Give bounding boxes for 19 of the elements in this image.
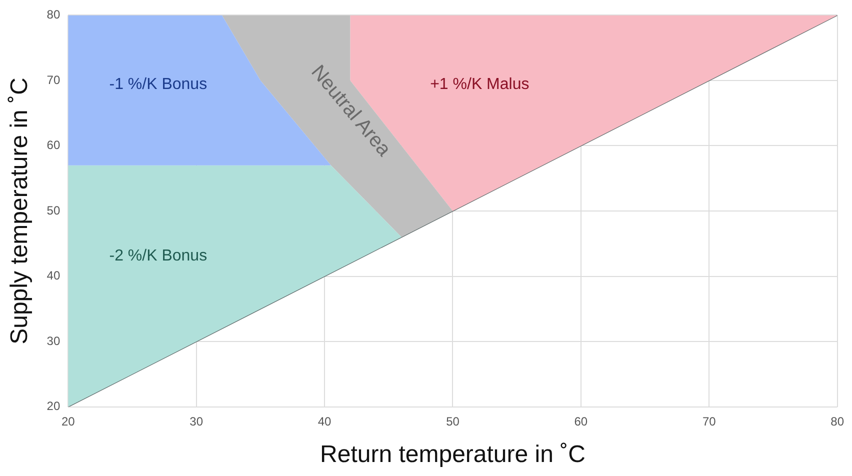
y-tick-label: 70 [46,72,60,87]
x-tick-label: 70 [702,414,716,428]
x-tick-label: 60 [574,414,588,428]
x-tick-label: 80 [830,414,844,428]
annotation: +1 %/K Malus [430,76,530,93]
annotation: -1 %/K Bonus [109,76,208,93]
y-axis-title: Supply temperature in ˚C [6,78,34,344]
x-tick-label: 50 [446,414,460,428]
x-tick-label: 20 [61,414,76,428]
x-axis-title: Return temperature in ˚C [320,441,586,468]
y-tick-label: 60 [46,138,60,152]
x-tick-label: 30 [190,414,204,428]
y-tick-label: 50 [46,203,60,218]
x-tick-label: 40 [318,414,332,428]
y-tick-label: 40 [46,268,60,283]
annotation: -2 %/K Bonus [109,247,208,264]
y-tick-label: 20 [46,399,60,414]
y-tick-label: 30 [46,334,60,348]
y-tick-label: 80 [46,8,60,22]
